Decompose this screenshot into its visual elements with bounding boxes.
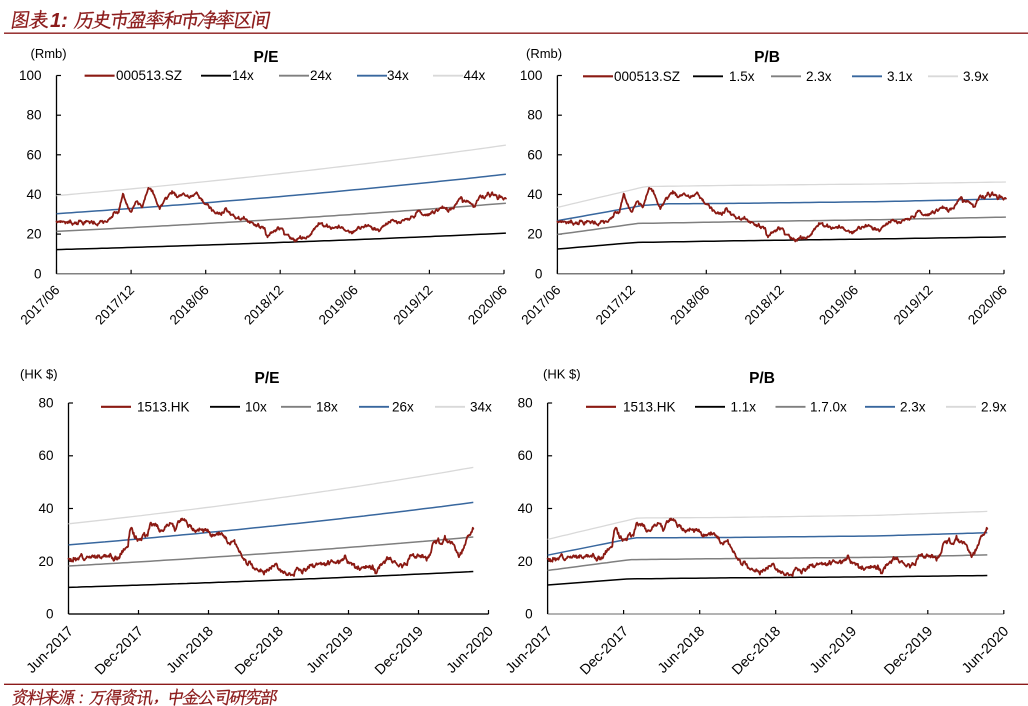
- svg-text:1.1x: 1.1x: [731, 399, 757, 414]
- svg-text:100: 100: [19, 68, 42, 83]
- svg-text:60: 60: [38, 448, 53, 463]
- svg-text:Jun-2019: Jun-2019: [807, 623, 860, 676]
- svg-text:40: 40: [518, 501, 533, 516]
- svg-text:2020/06: 2020/06: [965, 282, 1010, 327]
- svg-text:10x: 10x: [245, 399, 267, 414]
- svg-text:34x: 34x: [470, 399, 492, 414]
- svg-text:60: 60: [518, 448, 533, 463]
- svg-text:000513.SZ: 000513.SZ: [614, 69, 680, 84]
- svg-text:20: 20: [38, 554, 53, 569]
- svg-text:40: 40: [38, 501, 53, 516]
- svg-text:80: 80: [527, 108, 542, 123]
- svg-text:2018/12: 2018/12: [241, 282, 286, 327]
- svg-text:Jun-2018: Jun-2018: [164, 623, 217, 676]
- svg-text:1513.HK: 1513.HK: [137, 399, 190, 414]
- svg-text:2.3x: 2.3x: [900, 399, 926, 414]
- svg-text:2018/12: 2018/12: [742, 282, 787, 327]
- svg-text:Dec-2017: Dec-2017: [577, 623, 632, 678]
- svg-text:80: 80: [38, 396, 53, 411]
- svg-text:1.7.0x: 1.7.0x: [810, 399, 847, 414]
- svg-text:0: 0: [535, 266, 543, 281]
- svg-text:Dec-2018: Dec-2018: [729, 623, 784, 678]
- svg-text:000513.SZ: 000513.SZ: [116, 68, 182, 83]
- svg-text:3.1x: 3.1x: [887, 69, 913, 84]
- svg-text:20: 20: [527, 227, 542, 242]
- svg-text:2019/12: 2019/12: [891, 282, 936, 327]
- svg-text:2.3x: 2.3x: [806, 69, 832, 84]
- svg-text:60: 60: [26, 147, 41, 162]
- svg-text:Jun-2017: Jun-2017: [24, 623, 77, 676]
- svg-text:P/B: P/B: [754, 49, 780, 66]
- svg-text:Jun-2020: Jun-2020: [959, 623, 1012, 676]
- svg-text:80: 80: [26, 108, 41, 123]
- svg-text:Dec-2019: Dec-2019: [881, 623, 936, 678]
- svg-text:100: 100: [520, 68, 543, 83]
- svg-text:2019/06: 2019/06: [316, 282, 361, 327]
- svg-text:24x: 24x: [310, 68, 332, 83]
- svg-text:3.9x: 3.9x: [963, 69, 989, 84]
- svg-text:0: 0: [525, 607, 533, 622]
- svg-text:0: 0: [46, 607, 54, 622]
- svg-text:18x: 18x: [316, 399, 338, 414]
- svg-text:Jun-2019: Jun-2019: [304, 623, 357, 676]
- svg-text:40: 40: [527, 187, 542, 202]
- svg-text:20: 20: [26, 227, 41, 242]
- svg-text:(Rmb): (Rmb): [526, 46, 562, 61]
- svg-text:44x: 44x: [464, 68, 486, 83]
- svg-text:P/B: P/B: [749, 370, 775, 387]
- svg-text:1.5x: 1.5x: [729, 69, 755, 84]
- svg-text:2.9x: 2.9x: [981, 399, 1007, 414]
- svg-text:Dec-2017: Dec-2017: [92, 623, 147, 678]
- svg-text:2018/06: 2018/06: [167, 282, 212, 327]
- svg-text:1513.HK: 1513.HK: [623, 399, 676, 414]
- svg-text:Jun-2018: Jun-2018: [655, 623, 708, 676]
- svg-text:0: 0: [34, 266, 42, 281]
- svg-text:2019/12: 2019/12: [390, 282, 435, 327]
- svg-text:P/E: P/E: [254, 49, 279, 66]
- svg-text:2019/06: 2019/06: [816, 282, 861, 327]
- svg-text:(Rmb): (Rmb): [31, 46, 67, 61]
- svg-text:Dec-2019: Dec-2019: [372, 623, 427, 678]
- svg-text:2017/06: 2017/06: [518, 282, 563, 327]
- svg-text:2020/06: 2020/06: [465, 282, 510, 327]
- svg-text:20: 20: [518, 554, 533, 569]
- svg-text:34x: 34x: [387, 68, 409, 83]
- svg-text:14x: 14x: [232, 68, 254, 83]
- svg-text:40: 40: [26, 187, 41, 202]
- svg-text:80: 80: [518, 396, 533, 411]
- svg-text:(HK $): (HK $): [543, 367, 581, 382]
- svg-text:P/E: P/E: [255, 370, 280, 387]
- svg-text:Jun-2017: Jun-2017: [503, 623, 556, 676]
- svg-text:1:: 1:: [50, 10, 68, 32]
- svg-text:2018/06: 2018/06: [667, 282, 712, 327]
- svg-text:Dec-2018: Dec-2018: [232, 623, 287, 678]
- svg-text:2017/12: 2017/12: [92, 282, 137, 327]
- svg-text:60: 60: [527, 147, 542, 162]
- svg-text:Jun-2020: Jun-2020: [444, 623, 497, 676]
- svg-text:(HK $): (HK $): [20, 367, 58, 382]
- svg-text:26x: 26x: [392, 399, 414, 414]
- svg-text:2017/12: 2017/12: [593, 282, 638, 327]
- svg-text:2017/06: 2017/06: [17, 282, 62, 327]
